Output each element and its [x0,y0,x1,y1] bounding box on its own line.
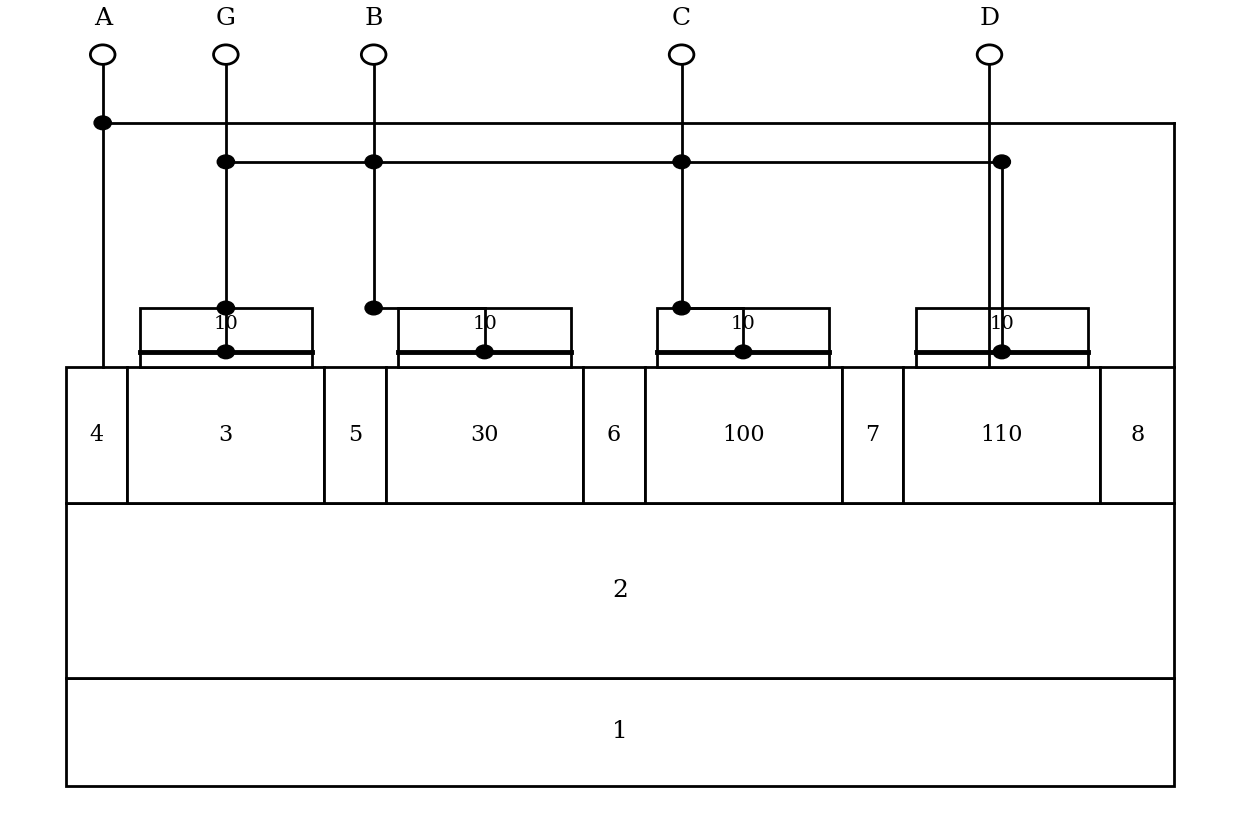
Circle shape [734,345,751,359]
Text: 3: 3 [218,423,233,446]
Text: 5: 5 [348,423,362,446]
Circle shape [217,155,234,169]
Text: 10: 10 [472,315,497,333]
Text: 2: 2 [613,579,627,602]
Bar [915,308,1087,366]
Text: 110: 110 [981,423,1023,446]
Circle shape [476,345,494,359]
Circle shape [94,116,112,129]
Text: G: G [216,7,236,30]
Circle shape [993,345,1011,359]
Text: 8: 8 [1130,423,1145,446]
Text: B: B [365,7,383,30]
Text: 100: 100 [722,423,765,446]
Text: 7: 7 [866,423,879,446]
Circle shape [673,301,691,314]
Bar [583,366,645,503]
Bar [325,366,386,503]
Text: C: C [672,7,691,30]
Circle shape [217,345,234,359]
Text: 4: 4 [89,423,104,446]
Circle shape [217,301,234,314]
Bar [66,678,1174,785]
Circle shape [673,155,691,169]
Bar [386,366,583,503]
Text: A: A [94,7,112,30]
Text: 10: 10 [990,315,1014,333]
Circle shape [365,155,382,169]
Text: 6: 6 [606,423,621,446]
Circle shape [993,155,1011,169]
Text: D: D [980,7,999,30]
Circle shape [365,301,382,314]
Bar [66,366,128,503]
Bar [128,366,325,503]
Bar [903,366,1100,503]
Bar [66,503,1174,678]
Bar [140,308,312,366]
Text: 10: 10 [730,315,755,333]
Bar [398,308,570,366]
Bar [1100,366,1174,503]
Text: 30: 30 [470,423,498,446]
Bar [645,366,842,503]
Bar [657,308,830,366]
Text: 1: 1 [613,721,627,744]
Bar [842,366,903,503]
Text: 10: 10 [213,315,238,333]
